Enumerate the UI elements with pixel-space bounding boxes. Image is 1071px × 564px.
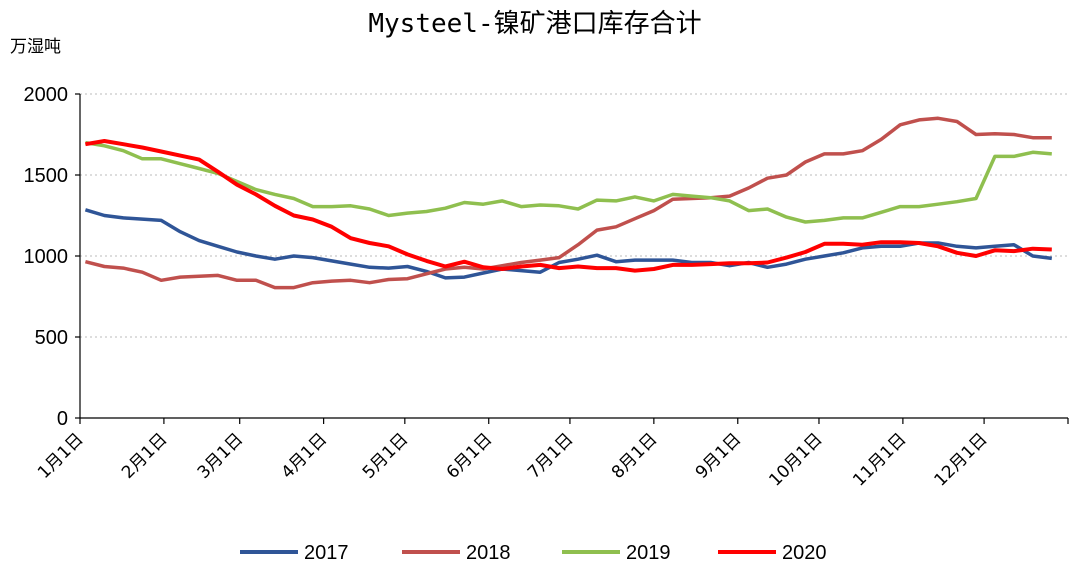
x-tick-label: 7月1日: [524, 429, 577, 482]
x-tick-label: 8月1日: [608, 429, 661, 482]
legend-label: 2018: [466, 542, 511, 564]
series-line: [84, 116, 1052, 290]
legend-label: 2017: [304, 542, 349, 564]
series-line: [85, 139, 1052, 273]
series-line: [84, 208, 1053, 280]
y-tick-label: 1000: [24, 246, 69, 268]
y-tick-label: 1500: [24, 165, 69, 187]
y-tick-label: 0: [57, 408, 68, 430]
x-tick-label: 1月1日: [34, 429, 87, 482]
legend-label: 2020: [782, 542, 827, 564]
series-line: [85, 140, 1052, 224]
x-tick-label: 3月1日: [194, 429, 247, 482]
y-tick-label: 500: [35, 327, 68, 349]
x-tick-label: 5月1日: [359, 429, 412, 482]
x-tick-label: 2月1日: [118, 429, 171, 482]
x-tick-label: 9月1日: [692, 429, 745, 482]
y-axis-label: 万湿吨: [10, 37, 61, 57]
x-tick-label: 6月1日: [443, 429, 496, 482]
x-tick-label: 10月1日: [765, 429, 826, 490]
legend-label: 2019: [626, 542, 671, 564]
y-tick-label: 2000: [24, 84, 69, 106]
chart-title: Mysteel-镍矿港口库存合计: [368, 9, 701, 39]
x-tick-label: 11月1日: [849, 429, 910, 490]
x-tick-label: 12月1日: [930, 429, 991, 490]
x-tick-label: 4月1日: [278, 429, 331, 482]
